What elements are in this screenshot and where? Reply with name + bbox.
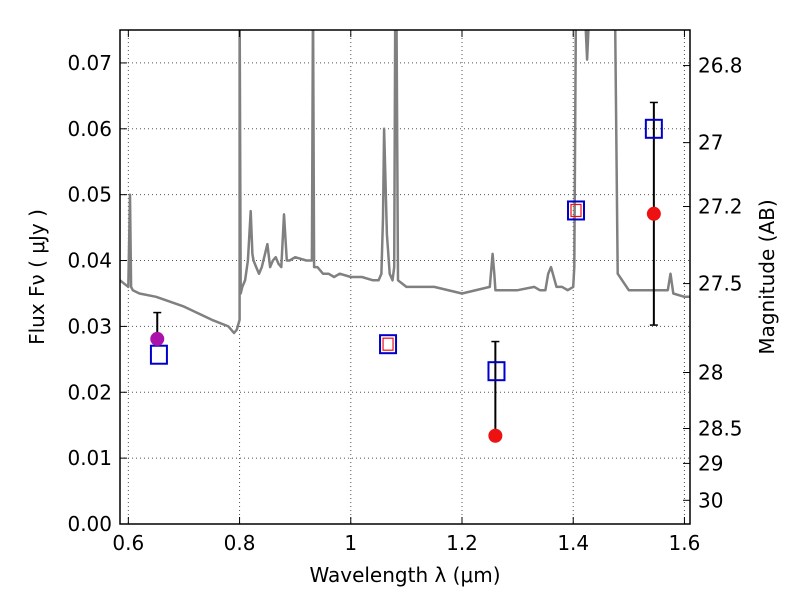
observed-point [646, 206, 661, 221]
x-tick-label: 1.2 [446, 531, 478, 555]
x-tick-label: 1.4 [557, 531, 589, 555]
y-tick-label: 0.06 [67, 117, 112, 141]
y-tick-label: 0.00 [67, 512, 112, 536]
right-tick-label: 27.2 [698, 195, 743, 219]
y-tick-label: 0.07 [67, 51, 112, 75]
model-square [379, 334, 398, 355]
x-tick-label: 1 [344, 531, 357, 555]
y-tick-label: 0.01 [67, 446, 112, 470]
inner-square [570, 203, 582, 218]
observed-flux-points [150, 206, 661, 443]
spectrum-polyline [120, 30, 690, 335]
inner-square [382, 337, 394, 351]
x-tick-label: 0.6 [112, 531, 144, 555]
right-tick-label: 26.8 [698, 54, 743, 78]
y-tick-label: 0.04 [67, 249, 112, 273]
right-axis-label: Magnitude (AB) [755, 199, 779, 354]
plot-frame [119, 29, 691, 525]
model-square [149, 344, 168, 365]
y-tick-label: 0.05 [67, 183, 112, 207]
axis-ticks: 0.6 0.8 1 1.2 1.4 1.6 0.00 0.01 0.02 0.03 0.04 0.05… [67, 30, 743, 555]
model-square [567, 200, 585, 221]
y-tick-label: 0.02 [67, 380, 112, 404]
error-bars [153, 101, 658, 437]
x-axis-label: Wavelength λ (μm) [309, 563, 500, 587]
y-axis-label: Flux Fν ( μJy ) [25, 209, 49, 345]
grid [120, 30, 690, 525]
right-tick-label: 27.5 [698, 272, 743, 296]
model-square [644, 118, 663, 139]
spectrum-line [120, 30, 690, 335]
right-tick-label: 30 [698, 488, 723, 512]
observed-point [150, 331, 165, 346]
x-tick-label: 0.8 [224, 531, 256, 555]
right-tick-label: 29 [698, 451, 723, 475]
right-tick-label: 28 [698, 361, 723, 385]
x-tick-label: 1.6 [669, 531, 701, 555]
y-tick-label: 0.03 [67, 314, 112, 338]
observed-point [488, 428, 503, 443]
model-flux-squares [149, 118, 663, 382]
right-tick-label: 28.5 [698, 416, 743, 440]
model-square [487, 361, 506, 382]
right-tick-label: 27 [698, 131, 723, 155]
